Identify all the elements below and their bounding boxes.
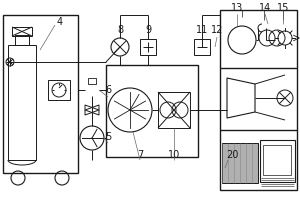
Text: 8: 8	[117, 25, 123, 35]
Text: 20: 20	[226, 150, 238, 160]
Bar	[222, 143, 258, 183]
Text: 6: 6	[105, 85, 111, 95]
Bar	[140, 39, 156, 55]
Bar	[220, 10, 297, 190]
Text: 14: 14	[259, 3, 271, 13]
Bar	[48, 80, 70, 100]
Text: 11: 11	[196, 25, 208, 35]
Bar	[12, 27, 32, 36]
Bar	[3, 15, 78, 173]
Bar	[8, 45, 36, 160]
Bar	[260, 140, 295, 182]
Text: 13: 13	[231, 3, 243, 13]
Text: 5: 5	[105, 132, 111, 142]
Text: 9: 9	[145, 25, 151, 35]
Bar	[194, 39, 210, 55]
Text: 4: 4	[57, 17, 63, 27]
Bar	[88, 78, 96, 84]
Text: 15: 15	[277, 3, 289, 13]
Bar	[106, 65, 198, 157]
Bar	[15, 35, 29, 45]
Text: 10: 10	[168, 150, 180, 160]
Text: 12: 12	[211, 25, 223, 35]
Text: 7: 7	[137, 150, 143, 160]
Bar	[263, 145, 291, 175]
Bar	[158, 92, 190, 128]
